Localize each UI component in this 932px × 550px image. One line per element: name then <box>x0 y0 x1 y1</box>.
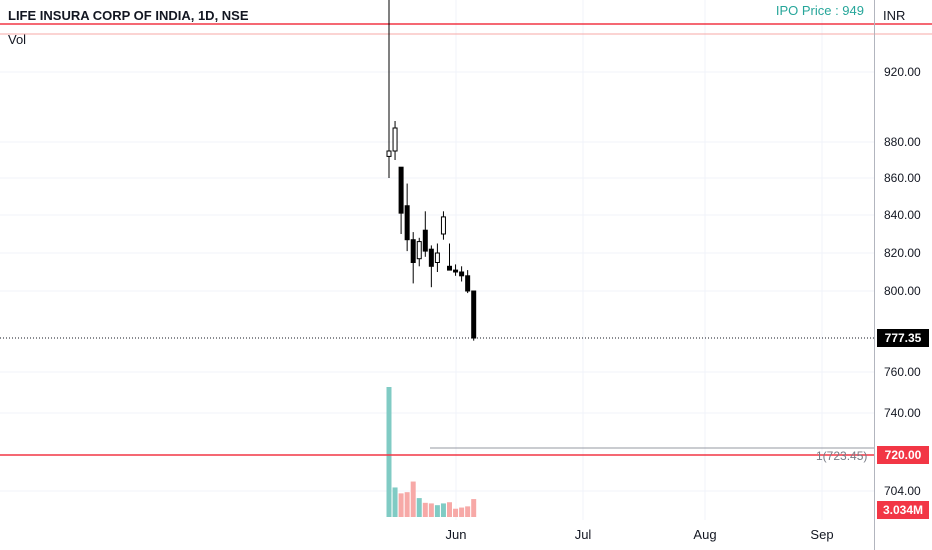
volume-bar <box>422 502 428 517</box>
volume-bar <box>410 481 416 517</box>
x-label-jul: Jul <box>574 527 592 542</box>
symbol-title[interactable]: LIFE INSURA CORP OF INDIA, 1D, NSE <box>8 8 249 23</box>
candle-body <box>428 248 434 267</box>
volume-bar <box>459 507 465 517</box>
last-price-tag: 777.35 <box>877 329 929 347</box>
candle-body <box>410 239 416 263</box>
candle-body <box>459 271 465 277</box>
candle-body <box>465 275 471 292</box>
x-label-aug: Aug <box>693 527 717 542</box>
volume-bar <box>428 503 434 517</box>
price-tick: 880.00 <box>884 135 921 149</box>
price-tick: 760.00 <box>884 365 921 379</box>
ray-label: 1(723.45) <box>816 449 868 463</box>
candle-body <box>447 265 452 271</box>
chart-area[interactable]: LIFE INSURA CORP OF INDIA, 1D, NSE Vol I… <box>0 0 874 550</box>
currency-label[interactable]: INR <box>883 8 906 23</box>
price-tick: 704.00 <box>884 484 921 498</box>
volume-bar <box>404 492 410 517</box>
candle-body <box>386 150 392 157</box>
ipo-price-label: IPO Price : 949 <box>775 3 864 18</box>
candle-body <box>392 127 398 152</box>
x-label-sep: Sep <box>810 527 834 542</box>
volume-bar <box>416 498 422 517</box>
horizontal-line-price-tag: 720.00 <box>877 446 929 464</box>
candle-body <box>416 241 422 260</box>
candle-body <box>422 229 428 252</box>
price-chart[interactable] <box>0 0 874 550</box>
volume-indicator-label[interactable]: Vol <box>8 32 27 47</box>
candle-body <box>471 290 477 339</box>
price-tick: 800.00 <box>884 284 921 298</box>
volume-bar <box>398 493 404 517</box>
volume-bar <box>392 487 398 517</box>
volume-bar <box>434 505 440 517</box>
price-tick: 840.00 <box>884 208 921 222</box>
volume-bar <box>471 499 477 517</box>
price-axis[interactable]: INR 920.00 880.00 860.00 840.00 820.00 8… <box>874 0 932 550</box>
volume-bar <box>386 387 392 517</box>
volume-bar <box>453 508 459 517</box>
volume-bar <box>440 503 446 517</box>
x-label-jun: Jun <box>445 527 467 542</box>
candle-body <box>440 216 446 235</box>
candle-body <box>398 166 404 214</box>
volume-bar <box>447 502 452 517</box>
price-tick: 740.00 <box>884 406 921 420</box>
candle-body <box>453 269 459 273</box>
price-tick: 860.00 <box>884 171 921 185</box>
price-tick: 920.00 <box>884 65 921 79</box>
price-tick: 820.00 <box>884 246 921 260</box>
candle-body <box>434 252 440 263</box>
volume-value-tag: 3.034M <box>877 501 929 519</box>
candle-body <box>404 205 410 241</box>
price-axis-lines <box>875 23 932 35</box>
volume-bar <box>465 506 471 517</box>
